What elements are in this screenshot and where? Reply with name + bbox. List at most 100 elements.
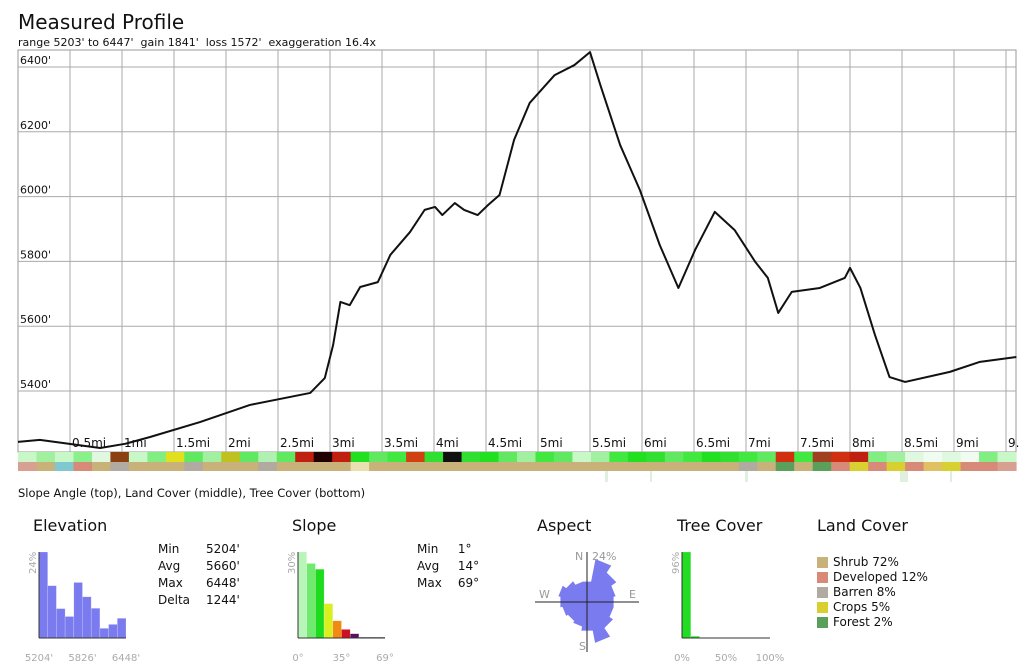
- slope-strip-segment: [849, 452, 869, 462]
- legend-swatch: [817, 572, 828, 583]
- x-tick-label: 6mi: [644, 436, 667, 450]
- legend-label: Developed 12%: [833, 570, 928, 584]
- aspect-max-label: 24%: [592, 550, 616, 563]
- land-cover-strip-segment: [110, 462, 130, 471]
- histogram-bar: [323, 603, 334, 639]
- legend-item: Forest 2%: [817, 615, 928, 630]
- slope-strip-segment: [258, 452, 278, 462]
- y-max-label: 24%: [28, 552, 39, 574]
- land-cover-strip-segment: [757, 462, 777, 471]
- histogram-bar: [117, 618, 127, 639]
- slope-strip-segment: [738, 452, 758, 462]
- elevation-stats: Min 5204' Avg 5660' Max 6448' Delta 1244': [156, 540, 256, 610]
- tree-cover-strip-segment: [650, 471, 652, 482]
- x-tick-label: 2mi: [228, 436, 251, 450]
- land-cover-title: Land Cover: [817, 516, 908, 535]
- x-tick-label: 50%: [715, 653, 737, 664]
- slope-strip-segment: [18, 452, 38, 462]
- land-cover-strip-segment: [738, 462, 758, 471]
- elevation-line: [17, 51, 1017, 450]
- x-tick-label: 9.: [1008, 436, 1019, 450]
- slope-strip-segment: [73, 452, 93, 462]
- slope-strip-segment: [886, 452, 906, 462]
- histogram-bar: [297, 551, 307, 639]
- land-cover-strip-segment: [794, 462, 814, 471]
- histogram-bar: [332, 620, 342, 639]
- land-cover-strip-segment: [313, 462, 333, 471]
- land-cover-strip-segment: [91, 462, 112, 471]
- legend-label: Forest 2%: [833, 615, 893, 629]
- slope-strip-segment: [443, 452, 463, 462]
- histogram-bar: [90, 608, 101, 639]
- slope-strip-segment: [701, 452, 721, 462]
- land-cover-strip-segment: [480, 462, 500, 471]
- slope-strip-segment: [553, 452, 574, 462]
- land-cover-strip-segment: [221, 462, 241, 471]
- legend-swatch: [817, 602, 828, 613]
- x-tick-label: 100%: [756, 653, 785, 664]
- land-cover-strip-segment: [369, 462, 389, 471]
- legend-item: Crops 5%: [817, 600, 928, 615]
- histogram-bar: [73, 582, 83, 639]
- histogram-bar: [681, 551, 692, 639]
- land-cover-strip-segment: [849, 462, 869, 471]
- land-cover-strip-segment: [775, 462, 795, 471]
- slope-strip-segment: [757, 452, 777, 462]
- land-cover-strip-segment: [147, 462, 167, 471]
- slope-strip-segment: [110, 452, 130, 462]
- legend-label: Crops 5%: [833, 600, 891, 614]
- slope-stats: Min 1° Avg 14° Max 69°: [415, 540, 495, 593]
- x-tick-label: 6.5mi: [696, 436, 730, 450]
- slope-strip-segment: [332, 452, 352, 462]
- slope-strip-segment: [276, 452, 296, 462]
- y-max-label: 30%: [287, 552, 298, 574]
- y-max-label: 96%: [671, 552, 682, 574]
- x-tick-label: 0%: [674, 653, 690, 664]
- slope-strip-segment: [350, 452, 370, 462]
- legend-swatch: [817, 587, 828, 598]
- x-tick-label: 3.5mi: [384, 436, 418, 450]
- slope-strip-segment: [646, 452, 666, 462]
- land-cover-strip-segment: [350, 462, 370, 471]
- aspect-rose: N 24% E S W: [535, 550, 639, 653]
- histogram-bar: [56, 608, 66, 639]
- land-cover-strip-segment: [461, 462, 481, 471]
- land-cover-strip-segment: [868, 462, 888, 471]
- compass-east: E: [629, 588, 636, 601]
- compass-north: N: [575, 550, 583, 563]
- x-tick-label: 7.5mi: [800, 436, 834, 450]
- x-tick-label: 0.5mi: [72, 436, 106, 450]
- land-cover-strip-segment: [424, 462, 444, 471]
- slope-strip-segment: [960, 452, 980, 462]
- x-tick-label: 5mi: [540, 436, 563, 450]
- page-title: Measured Profile: [18, 10, 185, 34]
- plot-frame: [17, 49, 1017, 453]
- slope-strip-segment: [369, 452, 389, 462]
- x-tick-label: 1.5mi: [176, 436, 210, 450]
- slope-strip-segment: [36, 452, 56, 462]
- land-cover-strip-segment: [960, 462, 980, 471]
- histogram-bar: [349, 633, 360, 639]
- compass-west: W: [539, 588, 550, 601]
- slope-strip-segment: [794, 452, 814, 462]
- stat-value: 14°: [457, 559, 480, 573]
- slope-strip-segment: [91, 452, 112, 462]
- stat-label: Delta: [158, 593, 191, 607]
- x-tick-label: 6448': [112, 653, 140, 664]
- land-cover-strip-segment: [406, 462, 426, 471]
- slope-strip-segment: [609, 452, 629, 462]
- tree-cover-strip-segment: [605, 471, 608, 482]
- land-cover-strip-segment: [905, 462, 925, 471]
- land-cover-strip-segment: [701, 462, 721, 471]
- slope-strip-segment: [165, 452, 185, 462]
- stat-label: Max: [417, 576, 442, 590]
- tree-cover-histogram: 96% 0% 50% 100%: [671, 551, 785, 664]
- slope-strip-segment: [683, 452, 703, 462]
- slope-strip-segment: [997, 452, 1017, 462]
- y-tick-label: 5400': [20, 378, 51, 391]
- x-tick-label: 5204': [25, 653, 53, 664]
- x-tick-label: 8mi: [852, 436, 875, 450]
- slope-strip-segment: [517, 452, 537, 462]
- slope-strip-segment: [627, 452, 647, 462]
- slope-strip-segment: [221, 452, 241, 462]
